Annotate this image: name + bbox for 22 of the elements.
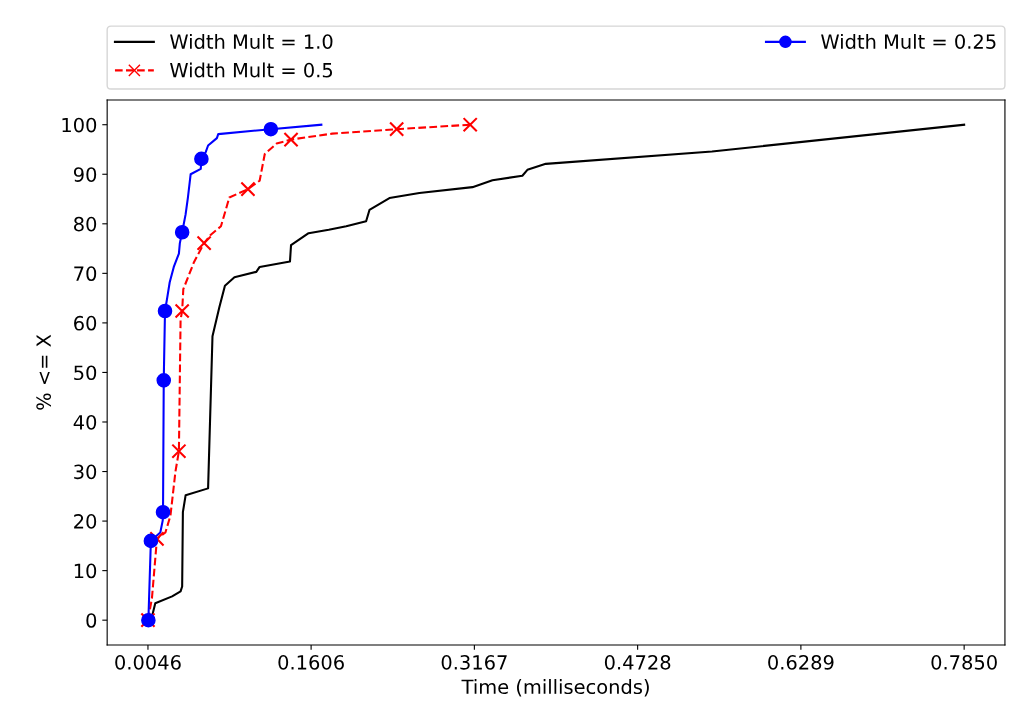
x-tick-label: 0.3167 [441, 655, 507, 670]
y-tick-label: 60 [74, 315, 97, 331]
y-tick-label: 10 [74, 563, 97, 579]
y-tick-label: 100 [62, 117, 97, 133]
legend-label: Width Mult = 0.25 [821, 33, 996, 49]
x-tick-label: 0.0046 [115, 655, 181, 670]
y-tick-label: 80 [74, 216, 97, 232]
y-tick-label: 40 [73, 414, 97, 430]
x-tick-label: 0.1606 [278, 655, 344, 670]
legend-label: Width Mult = 1.0 [170, 33, 333, 49]
y-tick-label: 50 [74, 365, 97, 381]
y-tick-label: 30 [74, 464, 97, 480]
y-tick-label: 20 [74, 514, 97, 529]
x-tick-label: 0.4728 [604, 655, 671, 670]
legend-label: Width Mult = 0.5 [170, 62, 333, 78]
y-tick-label: 90 [73, 167, 97, 182]
x-tick-label: 0.7850 [931, 655, 997, 670]
x-axis-title: Time (milliseconds) [461, 679, 649, 697]
y-axis-title: % <= X [36, 334, 52, 410]
y-tick-label: 0 [86, 613, 97, 628]
y-tick-label: 70 [74, 266, 97, 282]
x-tick-label: 0.6289 [768, 655, 834, 670]
